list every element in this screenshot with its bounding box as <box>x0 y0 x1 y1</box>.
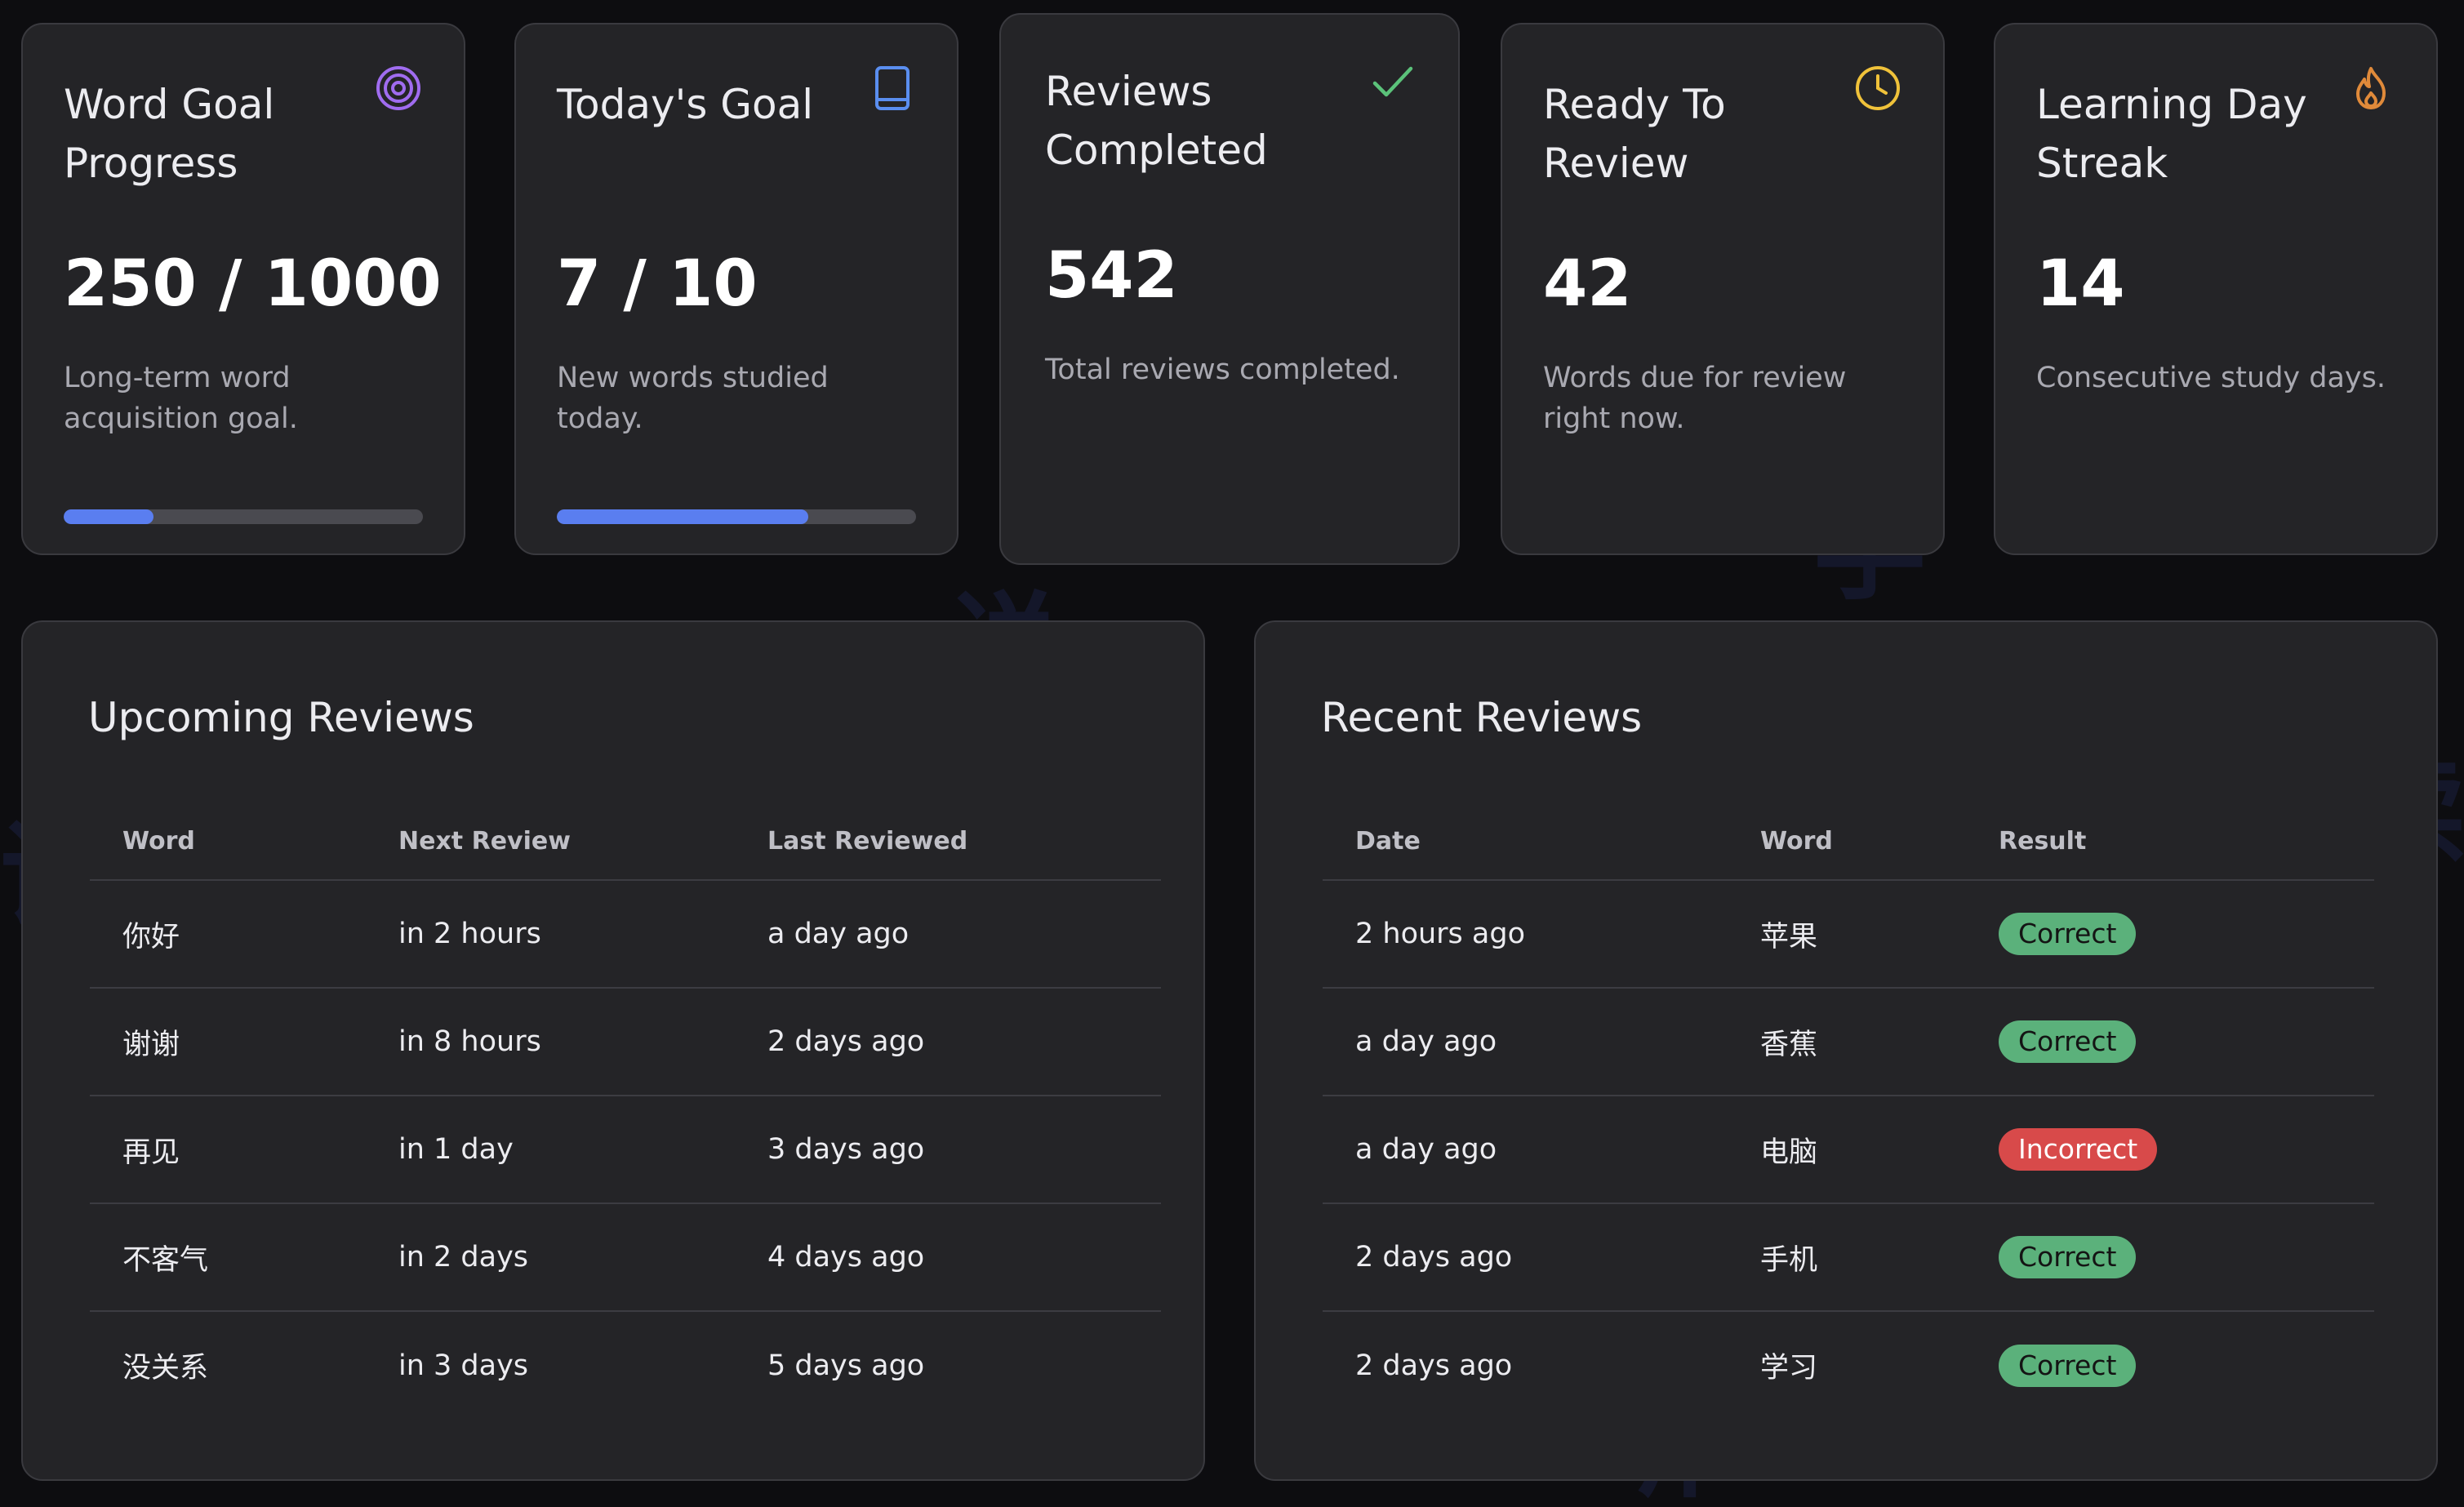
word-cell: 你好 <box>90 880 366 989</box>
last-reviewed-cell: 2 days ago <box>735 988 1161 1096</box>
date-cell: 2 days ago <box>1355 1349 1513 1382</box>
stat-description: New words studied today. <box>557 362 829 435</box>
word-cell: 学习 <box>1760 1352 1818 1385</box>
stat-card-reviews-completed: Reviews Completed 542 Total reviews comp… <box>999 13 1460 565</box>
next-review-cell: in 3 days <box>398 1349 529 1382</box>
word-cell: 手机 <box>1728 1203 1966 1312</box>
result-cell: Correct <box>1966 988 2374 1096</box>
clock-icon <box>1853 64 1902 113</box>
result-cell: Incorrect <box>1966 1096 2374 1204</box>
stat-description: Total reviews completed. <box>1045 353 1400 386</box>
word-cell: 谢谢 <box>90 988 366 1096</box>
table-row[interactable]: 你好 in 2 hours a day ago <box>90 880 1161 989</box>
result-cell: Correct <box>1966 880 2374 989</box>
table-row[interactable]: 谢谢 in 8 hours 2 days ago <box>90 988 1161 1096</box>
status-badge: Correct <box>1999 1344 2137 1387</box>
table-row[interactable]: 2 hours ago 苹果 Correct <box>1323 880 2374 989</box>
panel-title: Upcoming Reviews <box>88 694 474 741</box>
next-review-cell: in 2 hours <box>366 880 735 989</box>
table-row[interactable]: 2 days ago 手机 Correct <box>1323 1203 2374 1312</box>
date-cell: 2 hours ago <box>1323 880 1728 989</box>
stat-value: 7 / 10 <box>557 247 758 321</box>
stat-value: 542 <box>1045 239 1178 313</box>
table-row[interactable]: 再见 in 1 day 3 days ago <box>90 1096 1161 1204</box>
table-row[interactable]: 不客气 in 2 days 4 days ago <box>90 1203 1161 1312</box>
table-header-row: Word Next Review Last Reviewed <box>90 803 1161 881</box>
panel-title: Recent Reviews <box>1321 694 1643 741</box>
flame-icon <box>2346 64 2395 113</box>
stat-value: 42 <box>1543 247 1632 321</box>
stat-title: Ready To Review <box>1543 81 1726 187</box>
table-header-row: Date Word Result <box>1323 803 2374 881</box>
target-icon <box>374 64 423 113</box>
word-goal-progress-bar <box>64 509 423 524</box>
status-badge: Correct <box>1999 1236 2137 1278</box>
todays-goal-progress-bar <box>557 509 916 524</box>
word-cell: 没关系 <box>122 1352 209 1385</box>
upcoming-reviews-table: Word Next Review Last Reviewed 你好 in 2 h… <box>90 803 1161 1419</box>
next-review-cell: in 2 days <box>366 1203 735 1312</box>
stat-description: Words due for review right now. <box>1543 362 1847 435</box>
result-cell: Correct <box>1966 1311 2374 1419</box>
word-cell: 电脑 <box>1728 1096 1966 1204</box>
check-icon <box>1368 57 1417 106</box>
stat-title: Today's Goal <box>557 81 814 128</box>
column-header-last-reviewed[interactable]: Last Reviewed <box>735 803 1161 881</box>
progress-fill <box>557 509 808 524</box>
progress-fill <box>64 509 153 524</box>
column-header-next-review[interactable]: Next Review <box>366 803 735 881</box>
word-cell: 再见 <box>90 1096 366 1204</box>
date-cell: a day ago <box>1323 988 1728 1096</box>
stat-card-learning-streak: Learning Day Streak 14 Consecutive study… <box>1994 23 2438 555</box>
stat-title: Word Goal Progress <box>64 81 275 187</box>
date-cell: a day ago <box>1323 1096 1728 1204</box>
column-header-result[interactable]: Result <box>1966 803 2374 881</box>
column-header-date[interactable]: Date <box>1323 803 1728 881</box>
table-row[interactable]: a day ago 香蕉 Correct <box>1323 988 2374 1096</box>
word-cell: 苹果 <box>1728 880 1966 989</box>
last-reviewed-cell: a day ago <box>735 880 1161 989</box>
stat-value: 14 <box>2036 247 2125 321</box>
upcoming-reviews-panel: Upcoming Reviews Word Next Review Last R… <box>21 620 1205 1481</box>
stat-card-word-goal: Word Goal Progress 250 / 1000 Long-term … <box>21 23 465 555</box>
next-review-cell: in 1 day <box>366 1096 735 1204</box>
word-cell: 香蕉 <box>1728 988 1966 1096</box>
stat-card-todays-goal: Today's Goal 7 / 10 New words studied to… <box>514 23 958 555</box>
recent-reviews-panel: Recent Reviews Date Word Result 2 hours … <box>1254 620 2438 1481</box>
stat-title: Learning Day Streak <box>2036 81 2307 187</box>
date-cell: 2 days ago <box>1323 1203 1728 1312</box>
last-reviewed-cell: 4 days ago <box>735 1203 1161 1312</box>
column-header-word[interactable]: Word <box>1728 803 1966 881</box>
next-review-cell: in 8 hours <box>366 988 735 1096</box>
stat-description: Consecutive study days. <box>2036 362 2386 394</box>
table-row[interactable]: a day ago 电脑 Incorrect <box>1323 1096 2374 1204</box>
table-row[interactable]: 没关系 in 3 days 5 days ago <box>90 1311 1161 1419</box>
result-cell: Correct <box>1966 1203 2374 1312</box>
word-cell: 不客气 <box>90 1203 366 1312</box>
status-badge: Correct <box>1999 1020 2137 1063</box>
stat-description: Long-term word acquisition goal. <box>64 362 298 435</box>
column-header-word[interactable]: Word <box>90 803 366 881</box>
status-badge: Correct <box>1999 913 2137 955</box>
last-reviewed-cell: 3 days ago <box>735 1096 1161 1204</box>
recent-reviews-table: Date Word Result 2 hours ago 苹果 Correct … <box>1323 803 2374 1419</box>
stat-card-ready-to-review: Ready To Review 42 Words due for review … <box>1501 23 1945 555</box>
stat-title: Reviews Completed <box>1045 68 1268 174</box>
stat-value: 250 / 1000 <box>64 247 442 321</box>
table-row[interactable]: 2 days ago 学习 Correct <box>1323 1311 2374 1419</box>
status-badge: Incorrect <box>1999 1128 2158 1171</box>
book-icon <box>867 64 916 113</box>
last-reviewed-cell: 5 days ago <box>767 1349 925 1382</box>
